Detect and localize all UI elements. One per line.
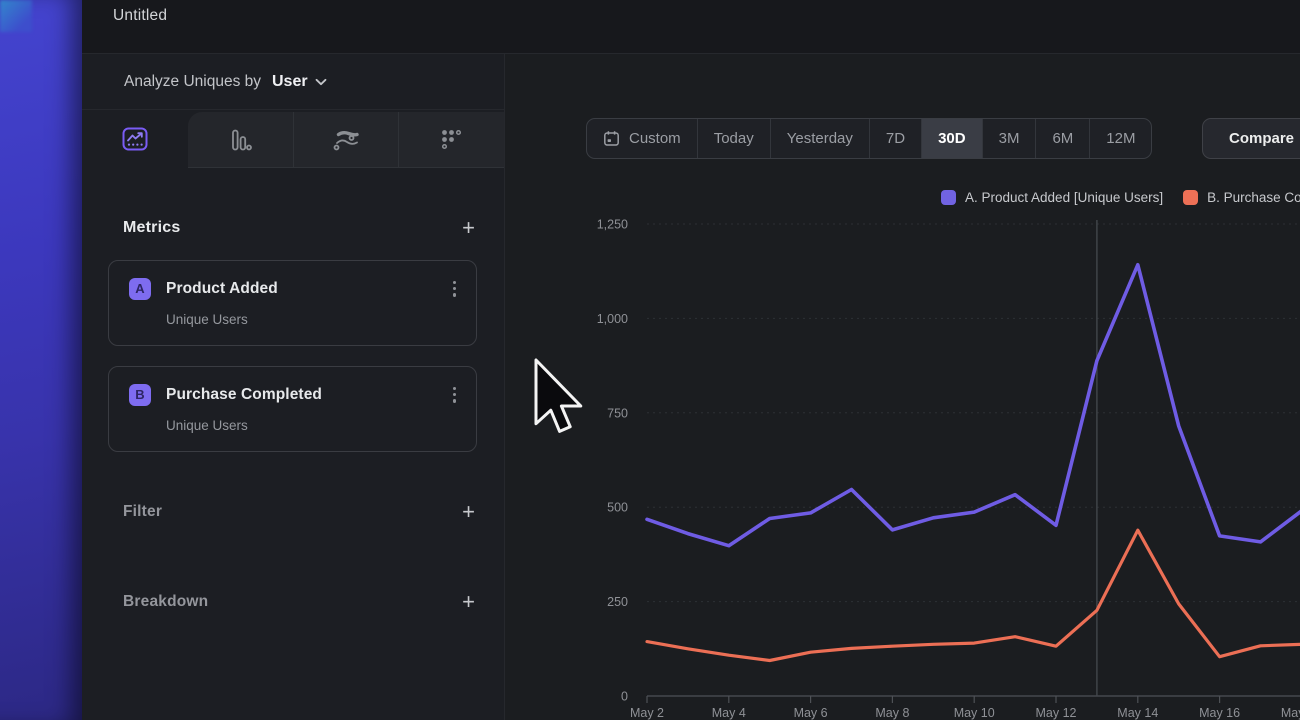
chart-type-tabs — [82, 110, 504, 168]
metric-b-subtitle[interactable]: Unique Users — [166, 418, 476, 433]
chart-type-tabs-group — [188, 112, 504, 168]
metric-card-b-head: B Purchase Completed — [109, 367, 476, 407]
filter-heading: Filter — [123, 503, 162, 521]
app-window: Untitled Analyze Uniques by User — [0, 0, 1300, 720]
line-chart[interactable]: 0 250 500 750 1,000 1,250 May 2 May 4 May 6 May 8… — [505, 54, 1300, 720]
y-tick-label: 1,250 — [597, 218, 628, 232]
metric-a-badge: A — [129, 278, 151, 300]
x-tick-label: May 4 — [712, 706, 746, 720]
x-tick-label: May 10 — [954, 706, 995, 720]
y-tick-label: 250 — [607, 595, 628, 609]
report-title[interactable]: Untitled — [113, 7, 167, 24]
analyze-entity-dropdown[interactable]: User — [272, 73, 327, 91]
tab-funnel[interactable] — [188, 112, 293, 167]
chart-panel: CustomTodayYesterday7D30D3M6M12M Compare… — [505, 54, 1300, 720]
analyze-header: Analyze Uniques by User — [82, 54, 504, 110]
x-tick-label: May 14 — [1117, 706, 1158, 720]
metric-a-options-icon[interactable] — [447, 277, 462, 301]
tab-flows[interactable] — [293, 112, 399, 167]
breakdown-section-header: Breakdown + — [123, 584, 477, 620]
metric-b-title: Purchase Completed — [166, 386, 322, 404]
query-sidebar: Analyze Uniques by User — [82, 54, 505, 720]
x-tick-label: May 18 — [1281, 706, 1300, 720]
add-filter-button[interactable]: + — [460, 502, 477, 522]
tab-line-chart[interactable] — [82, 110, 188, 168]
y-tick-label: 0 — [621, 690, 628, 704]
top-bar: Untitled — [82, 0, 1300, 54]
corner-accent — [0, 0, 32, 32]
funnel-icon — [228, 128, 252, 152]
series-line-0[interactable] — [647, 265, 1300, 546]
breakdown-heading: Breakdown — [123, 593, 208, 611]
metric-card-a[interactable]: A Product Added Unique Users — [108, 260, 477, 346]
flows-icon — [333, 128, 359, 152]
metric-a-title: Product Added — [166, 280, 278, 298]
y-tick-label: 1,000 — [597, 312, 628, 326]
metric-b-badge: B — [129, 384, 151, 406]
metric-card-b[interactable]: B Purchase Completed Unique Users — [108, 366, 477, 452]
x-tick-label: May 12 — [1036, 706, 1077, 720]
y-tick-label: 500 — [607, 501, 628, 515]
x-tick-label: May 8 — [875, 706, 909, 720]
x-tick-label: May 6 — [794, 706, 828, 720]
x-tick-label: May 16 — [1199, 706, 1240, 720]
y-tick-label: 750 — [607, 406, 628, 420]
metric-card-a-head: A Product Added — [109, 261, 476, 301]
x-tick-label: May 2 — [630, 706, 664, 720]
add-breakdown-button[interactable]: + — [460, 592, 477, 612]
analyze-label: Analyze Uniques by — [124, 73, 261, 91]
metric-b-options-icon[interactable] — [447, 383, 462, 407]
series-line-1[interactable] — [647, 530, 1300, 660]
tab-retention[interactable] — [398, 112, 504, 167]
retention-grid-icon — [440, 128, 463, 151]
chevron-down-icon — [315, 78, 327, 86]
background-gradient-strip — [0, 0, 82, 720]
metrics-section-header: Metrics + — [123, 210, 477, 246]
analyze-entity-value: User — [272, 73, 308, 91]
line-chart-icon — [122, 127, 148, 151]
filter-section-header: Filter + — [123, 494, 477, 530]
metric-a-subtitle[interactable]: Unique Users — [166, 312, 476, 327]
metrics-heading: Metrics — [123, 219, 180, 237]
add-metric-button[interactable]: + — [460, 218, 477, 238]
